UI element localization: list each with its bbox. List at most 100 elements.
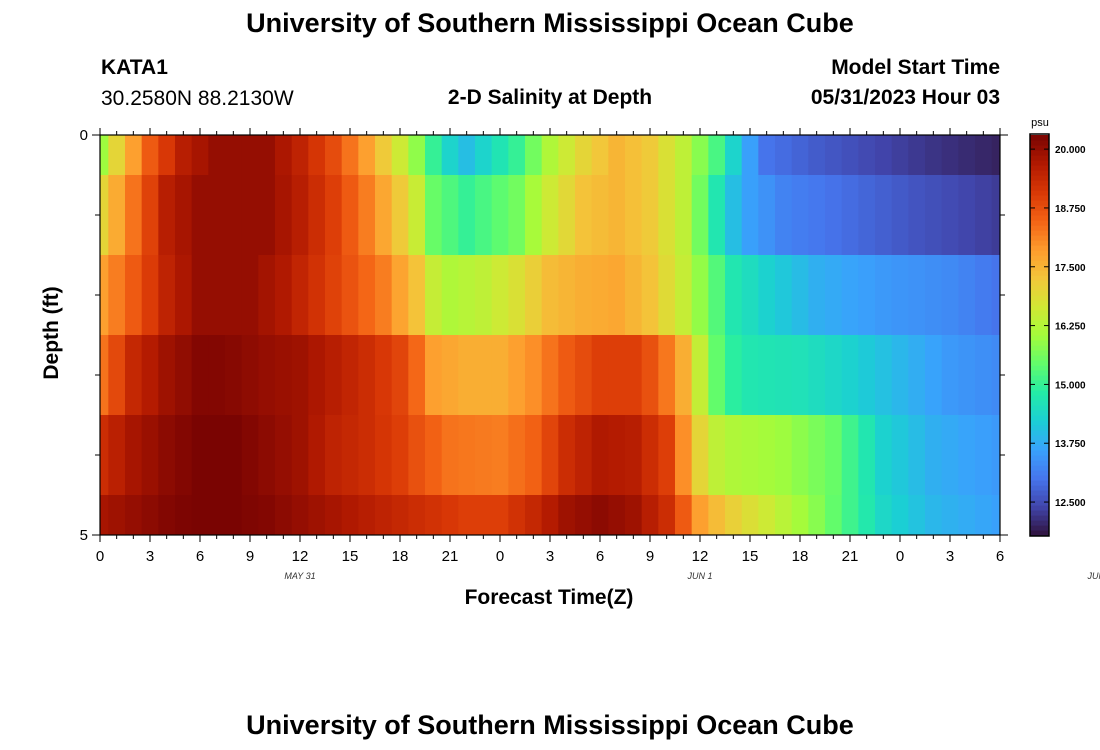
heatmap-cell — [975, 415, 993, 496]
x-axis: 0 3 6 9 12 15 18 21 0 3 6 9 12 15 18 21 0 3 6 MAY 31 JUN 1 JU… — [96, 128, 1100, 581]
colorbar-segment — [1030, 400, 1049, 406]
colorbar-segment — [1030, 345, 1049, 351]
heatmap-cell — [608, 175, 626, 256]
heatmap-cell — [908, 135, 926, 176]
heatmap-cell — [875, 175, 893, 256]
heatmap-cell — [508, 135, 526, 176]
heatmap-cell — [308, 255, 326, 336]
heatmap-cell — [808, 255, 826, 336]
heatmap-cell — [158, 175, 176, 256]
heatmap-cell — [291, 495, 309, 535]
heatmap-cell — [358, 335, 376, 416]
x-tick-label: 15 — [742, 548, 759, 565]
heatmap-cell — [775, 255, 793, 336]
salinity-chart: 0 3 6 9 12 15 18 21 0 3 6 9 12 15 18 21 0 3 6 MAY 31 JUN 1 JU… — [40, 117, 1100, 609]
heatmap-cell — [958, 495, 976, 535]
heatmap-cell — [925, 415, 943, 496]
heatmap-cell — [391, 135, 409, 176]
colorbar-segment — [1030, 270, 1049, 276]
colorbar-segment — [1030, 195, 1049, 201]
heatmap-cell — [475, 175, 493, 256]
heatmap-cell — [458, 495, 476, 535]
colorbar-segment — [1030, 385, 1049, 391]
heatmap-cell — [808, 415, 826, 496]
heatmap-cell — [225, 135, 243, 176]
heatmap-cell — [391, 415, 409, 496]
heatmap-cell — [791, 135, 809, 176]
heatmap-cell — [741, 255, 759, 336]
heatmap-cell — [591, 255, 609, 336]
heatmap-cell — [925, 255, 943, 336]
heatmap-cell — [658, 335, 676, 416]
heatmap-cell — [141, 135, 159, 176]
heatmap-cell — [758, 255, 776, 336]
heatmap-cell — [841, 175, 859, 256]
y-tick-label: 0 — [80, 127, 88, 144]
colorbar-segment — [1030, 175, 1049, 181]
heatmap-cell — [141, 175, 159, 256]
heatmap-cell — [508, 495, 526, 535]
heatmap-cell — [191, 255, 209, 336]
heatmap-cell — [891, 175, 909, 256]
colorbar-segment — [1030, 520, 1049, 526]
heatmap-cell — [741, 175, 759, 256]
colorbar-segment — [1030, 365, 1049, 371]
colorbar-segment — [1030, 440, 1049, 446]
heatmap-cell — [358, 135, 376, 176]
heatmap-cell — [941, 335, 959, 416]
heatmap-cell — [725, 335, 743, 416]
heatmap-cell — [791, 495, 809, 535]
colorbar-tick-label: 20.000 — [1055, 145, 1086, 156]
heatmap-cell — [908, 175, 926, 256]
y-axis-label: Depth (ft) — [40, 286, 63, 379]
colorbar-segment — [1030, 150, 1049, 156]
heatmap-cell — [725, 135, 743, 176]
heatmap-cell — [625, 135, 643, 176]
heatmap-cell — [825, 135, 843, 176]
colorbar-segment — [1030, 260, 1049, 266]
x-tick-label: 3 — [946, 548, 954, 565]
heatmap-cell — [275, 415, 293, 496]
heatmap-cell — [100, 335, 109, 416]
heatmap-cell — [525, 175, 543, 256]
heatmap-cell — [925, 335, 943, 416]
x-tick-label: 15 — [342, 548, 359, 565]
heatmap-cell — [341, 255, 359, 336]
heatmap-cell — [808, 335, 826, 416]
heatmap-cell — [191, 415, 209, 496]
heatmap-cell — [475, 495, 493, 535]
heatmap-cell — [408, 335, 426, 416]
x-tick-label: 12 — [292, 548, 309, 565]
heatmap-cell — [125, 135, 143, 176]
heatmap-cell — [925, 175, 943, 256]
heatmap-cell — [191, 495, 209, 535]
heatmap-cell — [325, 415, 343, 496]
heatmap-cell — [325, 255, 343, 336]
x-tick-label: 9 — [246, 548, 254, 565]
heatmap-cell — [958, 175, 976, 256]
colorbar-segment — [1030, 330, 1049, 336]
colorbar-segment — [1030, 420, 1049, 426]
heatmap-cell — [141, 495, 159, 535]
heatmap-cell — [141, 255, 159, 336]
x-tick-label: 0 — [496, 548, 504, 565]
heatmap-cell — [241, 175, 259, 256]
heatmap-cell — [100, 135, 109, 176]
colorbar-segment — [1030, 475, 1049, 481]
heatmap-cell — [708, 255, 726, 336]
colorbar-tick-label: 12.500 — [1055, 498, 1086, 509]
heatmap-cell — [975, 255, 993, 336]
station-location: 30.2580N 88.2130W — [101, 87, 294, 110]
heatmap-cell — [575, 175, 593, 256]
heatmap-cell — [591, 495, 609, 535]
heatmap-cell — [825, 415, 843, 496]
heatmap-cell — [575, 335, 593, 416]
heatmap-cell — [241, 135, 259, 176]
heatmap-cell — [275, 135, 293, 176]
x-axis-label: Forecast Time(Z) — [465, 586, 634, 609]
heatmap-cell — [791, 255, 809, 336]
heatmap-cell — [641, 135, 659, 176]
footer-title: University of Southern Mississippi Ocean… — [246, 710, 854, 740]
heatmap-cell — [841, 255, 859, 336]
heatmap-cell — [675, 495, 693, 535]
